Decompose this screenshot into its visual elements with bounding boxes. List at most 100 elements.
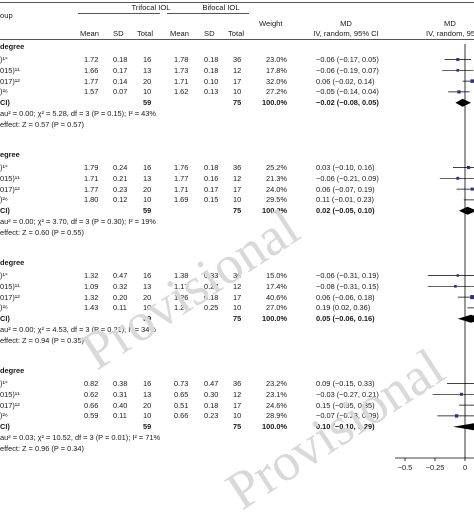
- bifocal-sd: 0.23: [204, 411, 219, 421]
- md-ci-value: −0.06 (−0.21, 0.09): [316, 173, 379, 183]
- subtotal-md-ci: −0.02 (−0.08, 0.05): [316, 98, 379, 108]
- trifocal-mean: 1.09: [84, 281, 99, 291]
- subtotal-weight: 100.0%: [262, 422, 288, 432]
- md-ci-value: 0.06 (−0.02, 0.14): [316, 76, 375, 86]
- trifocal-total: 20: [143, 184, 152, 194]
- trifocal-total: 10: [143, 303, 152, 313]
- heterogeneity-text: au² = 0.00; χ² = 5.28, df = 3 (P = 0.15)…: [0, 109, 156, 118]
- subtotal-weight: 100.0%: [262, 314, 288, 324]
- trifocal-mean: 1.77: [84, 76, 99, 86]
- weight-value: 27.2%: [266, 87, 287, 97]
- bifocal-total: 10: [233, 195, 242, 205]
- bifocal-mean: 1.24: [174, 303, 189, 313]
- subtotal-weight: 100.0%: [262, 206, 288, 216]
- trifocal-sd: 0.07: [113, 87, 128, 97]
- trifocal-mean: 1.66: [84, 65, 99, 75]
- subtotal-bifocal-total: 75: [233, 98, 242, 108]
- pooled-diamond: [453, 423, 474, 431]
- bifocal-total: 36: [233, 55, 242, 64]
- study-point-marker: [459, 392, 463, 396]
- study-label: 017)¹²: [0, 400, 20, 410]
- subtotal-bifocal-total: 75: [233, 314, 242, 324]
- md-ci-value: 0.19 (0.02, 0.36): [316, 303, 371, 313]
- study-label: 017)¹²: [0, 76, 20, 86]
- bifocal-mean: 1.38: [174, 271, 189, 280]
- bifocal-total: 17: [233, 292, 242, 302]
- trifocal-total: 16: [143, 379, 152, 388]
- bifocal-sd: 0.16: [204, 173, 219, 183]
- trifocal-total: 16: [143, 55, 152, 64]
- trifocal-sd: 0.40: [113, 400, 128, 410]
- subgroup-title: degree: [0, 258, 25, 267]
- pooled-diamond: [455, 98, 471, 107]
- trifocal-mean: 0.82: [84, 379, 99, 388]
- pooled-diamond: [459, 206, 474, 215]
- bifocal-sd: 0.18: [204, 55, 219, 64]
- study-label: 015)¹¹: [0, 281, 20, 291]
- trifocal-total: 16: [143, 163, 152, 172]
- trifocal-sd: 0.14: [113, 76, 128, 86]
- md-plot-subheader: IV, random, 95% CI: [426, 29, 474, 38]
- bifocal-mean: 1.77: [174, 173, 189, 183]
- study-point-marker: [456, 68, 460, 72]
- bifocal-sd: 0.18: [204, 65, 219, 75]
- study-point-marker: [456, 176, 460, 180]
- trifocal-rule: [78, 13, 160, 14]
- study-point-marker: [457, 90, 461, 94]
- group-header: oup: [0, 11, 13, 20]
- trifocal-mean: 1.43: [84, 303, 99, 313]
- study-label: )¹°: [0, 379, 8, 388]
- subtotal-md-ci: 0.02 (−0.05, 0.10): [316, 206, 375, 216]
- trifocal-total: 10: [143, 87, 152, 97]
- bifocal-total: 10: [233, 411, 242, 421]
- x-tick-label: 0: [463, 463, 467, 472]
- bifocal-total: 36: [233, 163, 242, 172]
- study-label: )¹°: [0, 55, 8, 64]
- study-point-marker: [470, 295, 474, 300]
- study-label: 015)¹¹: [0, 65, 20, 75]
- bifocal-sd-header: SD: [204, 29, 215, 38]
- bifocal-mean: 1.26: [174, 292, 189, 302]
- bifocal-mean: 1.76: [174, 163, 189, 172]
- trifocal-header: Trifocal IOL: [131, 3, 171, 12]
- subgroup-title: degree: [0, 366, 25, 375]
- md-ci-value: −0.08 (−0.31, 0.15): [316, 281, 379, 291]
- trifocal-sd: 0.23: [113, 184, 128, 194]
- trifocal-total: 13: [143, 173, 152, 183]
- trifocal-sd: 0.11: [113, 411, 127, 421]
- trifocal-sd: 0.32: [113, 281, 128, 291]
- trifocal-total: 16: [143, 271, 152, 280]
- bifocal-sd: 0.10: [204, 76, 219, 86]
- bifocal-sd: 0.47: [204, 379, 219, 388]
- trifocal-total: 10: [143, 195, 152, 205]
- md-ci-value: 0.11 (−0.01, 0.23): [316, 195, 375, 205]
- bifocal-mean: 0.65: [174, 389, 189, 399]
- trifocal-sd: 0.20: [113, 292, 128, 302]
- bifocal-header: Bifocal IOL: [202, 3, 240, 12]
- bifocal-mean: 1.69: [174, 195, 189, 205]
- bifocal-total: 10: [233, 87, 242, 97]
- trifocal-mean: 1.80: [84, 195, 99, 205]
- subtotal-trifocal-total: 59: [143, 422, 152, 432]
- study-point-marker: [456, 274, 460, 277]
- trifocal-sd: 0.21: [113, 173, 128, 183]
- md-ci-value: 0.06 (−0.06, 0.18): [316, 292, 375, 302]
- bifocal-mean: 1.73: [174, 65, 189, 75]
- bifocal-sd: 0.17: [204, 184, 219, 194]
- bifocal-sd: 0.18: [204, 163, 219, 172]
- weight-value: 15.0%: [266, 271, 287, 280]
- bifocal-mean: 1.71: [174, 184, 189, 194]
- heterogeneity-text: au² = 0.00; χ² = 3.70, df = 3 (P = 0.30)…: [0, 217, 156, 226]
- md-plot-header: MD: [444, 19, 456, 28]
- subtotal-label: CI): [0, 98, 10, 108]
- bifocal-sd: 0.33: [204, 271, 219, 280]
- subgroup-title: degree: [0, 42, 25, 51]
- study-label: 017)¹²: [0, 292, 20, 302]
- study-point-marker: [470, 79, 474, 83]
- bifocal-sd: 0.18: [204, 400, 219, 410]
- md-ci-value: −0.06 (−0.31, 0.19): [316, 271, 379, 280]
- trifocal-mean-header: Mean: [80, 29, 99, 38]
- md-ci-value: 0.06 (−0.07, 0.19): [316, 184, 375, 194]
- study-label: 015)¹¹: [0, 173, 20, 183]
- bifocal-total-header: Total: [228, 29, 245, 38]
